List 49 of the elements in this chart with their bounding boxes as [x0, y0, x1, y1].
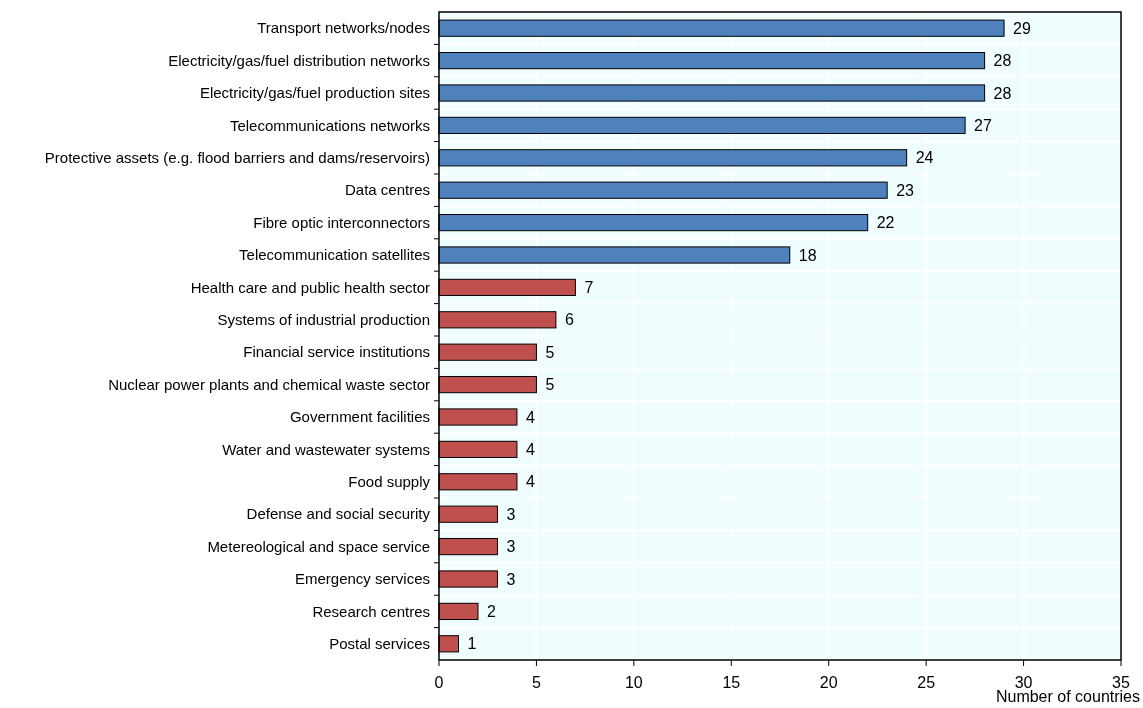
y-tick-label: Telecommunications networks [229, 116, 430, 134]
x-tick-label: 20 [819, 674, 838, 691]
data-label: 28 [993, 84, 1012, 102]
y-tick-label: Fibre optic interconnectors [253, 213, 430, 231]
y-tick-label: Food supply [348, 473, 431, 491]
data-label: 22 [876, 214, 895, 232]
y-tick-label: Metereological and space service [207, 537, 430, 555]
data-label: 3 [506, 505, 516, 523]
y-tick-label: Financial service institutions [243, 343, 430, 361]
y-tick-label: Nuclear power plants and chemical waste sector [108, 375, 430, 393]
data-label: 18 [798, 246, 817, 264]
x-tick-label: 0 [434, 674, 444, 691]
data-label: 28 [993, 52, 1012, 70]
y-tick-label: Transport networks/nodes [257, 19, 430, 37]
y-tick-label: Postal services [329, 635, 430, 653]
data-label: 1 [467, 635, 477, 653]
y-tick-label: Defense and social security [246, 505, 431, 523]
x-tick-label: 15 [722, 674, 741, 691]
y-tick-label: Research centres [312, 602, 430, 620]
y-tick-label: Water and wastewater systems [222, 440, 430, 458]
x-tick-label: 25 [917, 674, 936, 691]
x-axis-title: Number of countries [995, 688, 1140, 705]
data-label: 4 [525, 441, 535, 458]
y-tick-label: Health care and public health sector [190, 278, 430, 296]
data-label: 29 [1013, 19, 1031, 37]
data-label: 2 [486, 603, 496, 620]
x-tick-label: 10 [624, 674, 643, 691]
data-label: 24 [915, 149, 934, 167]
data-label: 27 [974, 117, 993, 134]
data-label: 3 [506, 570, 516, 588]
x-tick-label: 35 [1112, 674, 1130, 691]
y-tick-label: Protective assets (e.g. flood barriers and dams/reservoirs) [44, 149, 430, 167]
data-label: 23 [896, 181, 915, 199]
y-tick-label: Government facilities [289, 408, 430, 426]
data-label: 5 [545, 376, 555, 394]
data-label: 6 [564, 311, 574, 329]
y-tick-label: Data centres [344, 181, 430, 199]
data-label: 4 [525, 473, 535, 491]
x-tick-label: 30 [1014, 674, 1033, 691]
y-tick-label: Systems of industrial production [217, 311, 430, 329]
data-label: 4 [525, 408, 535, 426]
y-tick-label: Electricity/gas/fuel production sites [199, 84, 430, 102]
y-tick-label: Telecommunication satellites [239, 246, 430, 264]
data-label: 3 [506, 538, 516, 556]
x-tick-label: 5 [531, 674, 541, 691]
y-tick-label: Electricity/gas/fuel distribution networks [168, 51, 430, 69]
data-label: 7 [584, 279, 594, 296]
y-tick-label: Emergency services [294, 570, 430, 588]
data-label: 5 [545, 343, 555, 361]
